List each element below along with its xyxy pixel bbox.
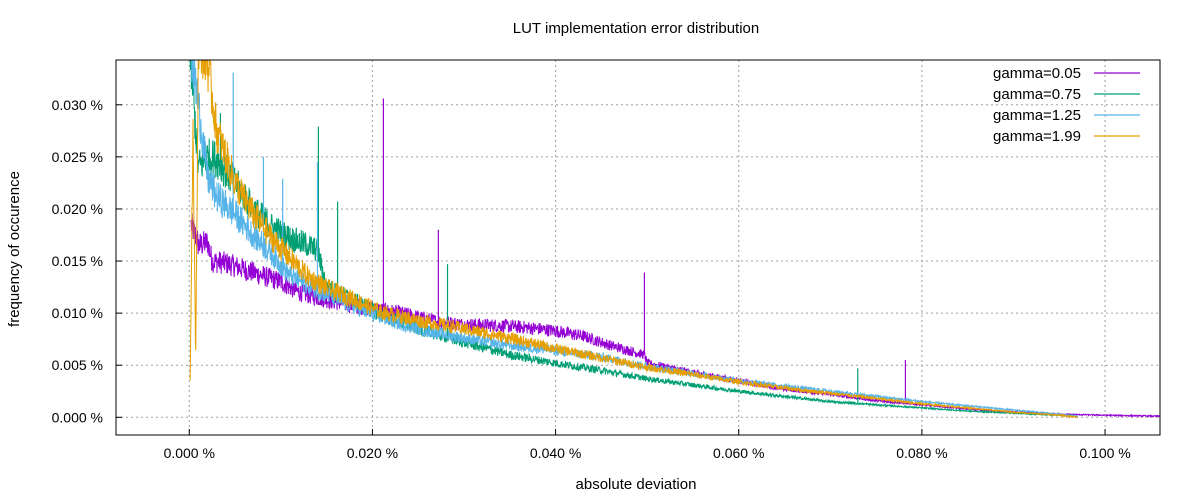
y-tick-label: 0.020 %: [52, 201, 103, 217]
x-tick-label: 0.080 %: [896, 445, 947, 461]
series-gamma-1-99: [189, 60, 1078, 419]
x-tick-label: 0.060 %: [713, 445, 764, 461]
y-tick-label: 0.000 %: [52, 409, 103, 425]
y-tick-label: 0.010 %: [52, 305, 103, 321]
plot-frame: [115, 59, 1161, 436]
legend: gamma=0.05 gamma=0.75 gamma=1.25 gamma=1.99: [993, 65, 1140, 145]
series-line: [191, 60, 1078, 418]
y-tick-label: 0.030 %: [52, 97, 103, 113]
legend-label: gamma=1.25: [993, 107, 1081, 124]
tick-labels: 0.000 % 0.020 % 0.040 % 0.060 % 0.080 % 0.100…: [52, 97, 1131, 461]
x-tick-label: 0.000 %: [164, 445, 215, 461]
legend-label: gamma=1.99: [993, 128, 1081, 145]
series-lines: [189, 60, 1160, 419]
y-tick-label: 0.005 %: [52, 357, 103, 373]
series-line: [189, 60, 1078, 419]
y-axis-label: frequency of occurence: [6, 171, 23, 327]
y-tick-label: 0.025 %: [52, 149, 103, 165]
x-axis-label: absolute deviation: [576, 476, 697, 493]
x-tick-label: 0.040 %: [530, 445, 581, 461]
legend-label: gamma=0.75: [993, 86, 1081, 103]
x-tick-label: 0.020 %: [347, 445, 398, 461]
x-tick-label: 0.100 %: [1079, 445, 1130, 461]
chart-title: LUT implementation error distribution: [513, 20, 760, 37]
legend-label: gamma=0.05: [993, 65, 1081, 82]
y-tick-label: 0.015 %: [52, 253, 103, 269]
